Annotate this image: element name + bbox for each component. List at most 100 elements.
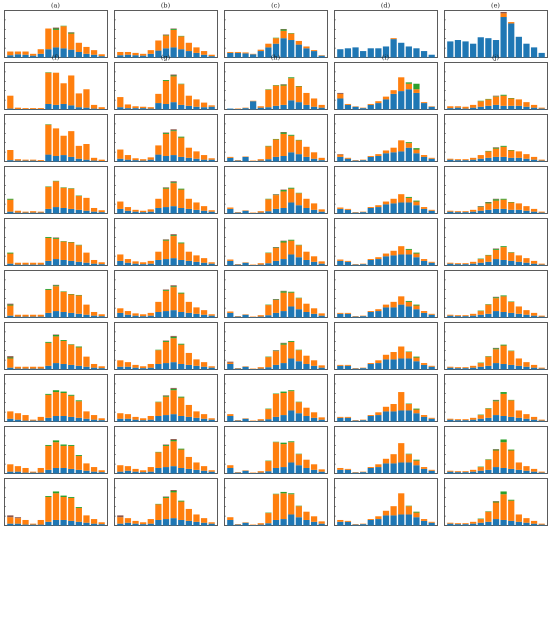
bar-segment-orange (30, 159, 37, 161)
bar-segment-orange (530, 520, 538, 524)
bar-segment-orange (375, 412, 382, 416)
bar-segment-blue (420, 208, 428, 214)
bar-segment-blue (242, 366, 249, 370)
bar-segment-blue (265, 419, 272, 422)
bar-segment-blue (367, 104, 374, 110)
panel (114, 478, 218, 526)
bar-segment-orange (538, 523, 545, 525)
bar-segment-orange (382, 201, 390, 205)
bar-segment-green (288, 441, 295, 443)
bar-segment-green (288, 77, 295, 79)
bar-segment-orange (52, 238, 60, 260)
bar-segment-blue (398, 514, 405, 526)
bar-segment-blue (530, 419, 538, 422)
bar-segment-orange (265, 43, 272, 48)
bar-segment-blue (68, 364, 75, 370)
bar-segment-blue (295, 309, 302, 318)
bar-segment-orange (90, 519, 98, 524)
bar-segment-orange (500, 442, 507, 468)
bar-segment-blue (303, 207, 310, 214)
bar-segment-orange (178, 293, 185, 312)
bar-segment-blue (405, 514, 412, 526)
bar-segment-orange (462, 523, 469, 525)
bar-segment-orange (52, 442, 60, 468)
bar-segment-blue (90, 471, 98, 474)
panel (334, 166, 438, 214)
bar-segment-blue (257, 524, 264, 526)
bar-segment-orange (178, 36, 185, 50)
bar-segment-orange (500, 494, 507, 520)
bar-segment-green (162, 187, 170, 189)
bar-segment-green (178, 292, 185, 294)
bar-segment-orange (14, 262, 22, 265)
bar-segment-blue (344, 521, 352, 526)
bar-segment-green (68, 394, 75, 396)
bar-segment-green (162, 496, 170, 498)
bar-segment-orange (45, 28, 52, 50)
bar-segment-orange (37, 467, 44, 473)
bar-segment-orange (515, 514, 522, 522)
bar-segment-orange (98, 314, 105, 317)
bar-segment-blue (37, 420, 44, 422)
bar-segment-blue (7, 211, 14, 214)
bar-segment-orange (538, 471, 545, 473)
bar-segment-orange (485, 304, 492, 314)
bar-segment-blue (147, 471, 154, 474)
bar-segment-blue (515, 313, 522, 318)
panel: (h) (224, 54, 328, 110)
bar-segment-orange (318, 365, 325, 368)
bar-segment-green (162, 132, 170, 134)
bar-segment-green (162, 340, 170, 342)
bar-segment-orange (37, 108, 44, 110)
bar-segment-blue (22, 368, 29, 370)
bar-segment-orange (90, 104, 98, 109)
bar-segment-blue (280, 311, 287, 318)
bar-segment-blue (227, 363, 234, 370)
bar-segment-green (60, 391, 67, 393)
bar-segment-blue (344, 365, 352, 370)
bar-segment-blue (390, 411, 397, 422)
panel (114, 426, 218, 474)
bar-segment-green (280, 241, 287, 243)
bar-segment-blue (352, 472, 359, 474)
bar-segment-green (405, 142, 412, 144)
bar-segment-blue (22, 264, 29, 266)
bar-segment-brown (7, 303, 14, 305)
bar-segment-blue (124, 210, 132, 214)
bar-segment-green (162, 395, 170, 397)
bar-segment-green (413, 148, 420, 150)
bar-segment-orange (14, 314, 22, 317)
bar-segment-orange (310, 98, 318, 107)
bar-segment-blue (83, 314, 90, 318)
bar-segment-orange (318, 417, 325, 420)
bar-segment-orange (7, 464, 14, 472)
bar-segment-green (178, 188, 185, 190)
bar-segment-blue (485, 38, 492, 58)
bar-segment-green (405, 82, 412, 84)
bar-segment-blue (508, 23, 515, 58)
bar-segment-orange (310, 464, 318, 470)
bar-segment-blue (382, 204, 390, 214)
bar-segment-orange (257, 159, 264, 161)
bar-segment-blue (45, 365, 52, 370)
bar-segment-orange (185, 404, 192, 417)
bar-segment-orange (90, 157, 98, 161)
bar-segment-orange (485, 511, 492, 522)
bar-segment-blue (515, 209, 522, 214)
bar-segment-blue (250, 54, 257, 58)
bar-segment-orange (60, 241, 67, 260)
bar-segment-orange (124, 259, 132, 263)
bar-segment-blue (382, 99, 390, 110)
bar-segment-blue (492, 363, 500, 370)
bar-segment-orange (523, 518, 530, 523)
bar-segment-orange (75, 401, 82, 418)
bar-segment-orange (7, 411, 14, 419)
bar-segment-blue (22, 54, 29, 58)
bar-segment-blue (344, 209, 352, 214)
bar-segment-blue (52, 363, 60, 370)
bar-segment-orange (470, 209, 477, 212)
bar-segment-blue (124, 54, 132, 58)
bar-segment-blue (68, 105, 75, 110)
bar-segment-blue (337, 365, 344, 370)
bar-segment-blue (52, 311, 60, 318)
